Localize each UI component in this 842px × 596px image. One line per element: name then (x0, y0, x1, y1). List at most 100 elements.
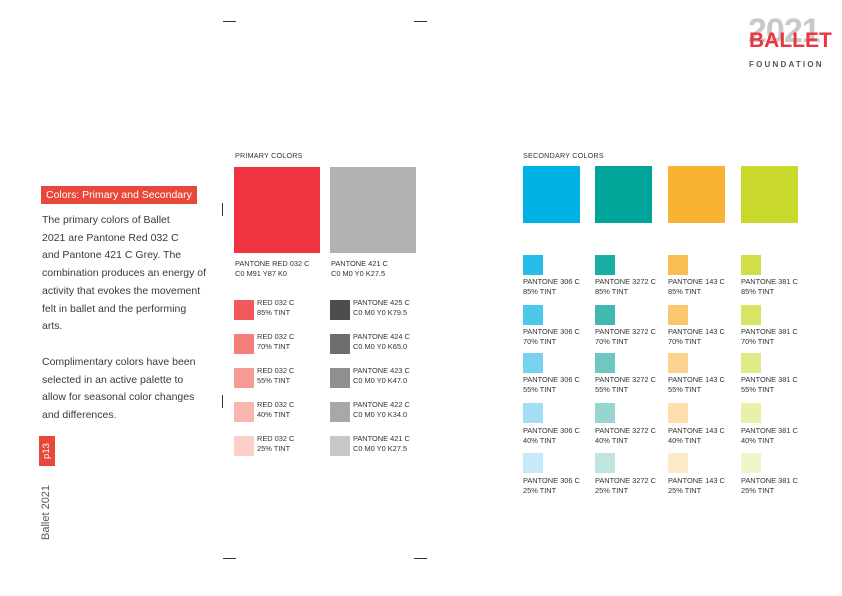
secondary-tint-value: 55% TINT (595, 385, 629, 394)
secondary-tint-name: PANTONE 3272 C (595, 277, 656, 286)
secondary-tint-value: 25% TINT (595, 486, 629, 495)
secondary-tint-label: PANTONE 381 C 40% TINT (741, 426, 798, 446)
secondary-tint-value: 70% TINT (741, 337, 775, 346)
secondary-tint-name: PANTONE 3272 C (595, 375, 656, 384)
tint-name: PANTONE 425 C (353, 298, 410, 307)
secondary-tint-swatch (595, 453, 615, 473)
secondary-tint-swatch (668, 403, 688, 423)
red-tint-swatch (234, 334, 254, 354)
secondary-tint-name: PANTONE 381 C (741, 375, 798, 384)
logo-year: 2021 (748, 12, 821, 50)
tint-label: RED 032 C 40% TINT (257, 400, 294, 420)
secondary-tint-value: 55% TINT (668, 385, 702, 394)
paragraph-line: The primary colors of Ballet (42, 214, 170, 226)
secondary-tint-name: PANTONE 306 C (523, 327, 580, 336)
secondary-tint-value: 55% TINT (741, 385, 775, 394)
secondary-tint-name: PANTONE 143 C (668, 426, 725, 435)
tint-name: PANTONE 421 C (353, 434, 410, 443)
secondary-tint-swatch (523, 305, 543, 325)
secondary-tint-label: PANTONE 306 C 70% TINT (523, 327, 580, 347)
secondary-tint-name: PANTONE 306 C (523, 426, 580, 435)
secondary-tint-label: PANTONE 381 C 70% TINT (741, 327, 798, 347)
secondary-tint-value: 25% TINT (523, 486, 557, 495)
secondary-tint-value: 85% TINT (741, 287, 775, 296)
primary-swatch-spec: C0 M0 Y0 K27.5 (331, 269, 386, 278)
primary-swatch-spec: C0 M91 Y87 K0 (235, 269, 288, 278)
secondary-tint-swatch (595, 403, 615, 423)
secondary-tint-name: PANTONE 3272 C (595, 327, 656, 336)
secondary-tint-value: 40% TINT (595, 436, 629, 445)
secondary-tint-label: PANTONE 381 C 55% TINT (741, 375, 798, 395)
tint-name: RED 032 C (257, 434, 295, 443)
secondary-tint-name: PANTONE 306 C (523, 277, 580, 286)
secondary-tint-swatch (668, 353, 688, 373)
secondary-tint-label: PANTONE 3272 C 85% TINT (595, 277, 656, 297)
secondary-tint-swatch (741, 353, 761, 373)
tint-value: 25% TINT (257, 444, 291, 453)
grey-tint-swatch (330, 368, 350, 388)
secondary-tint-name: PANTONE 306 C (523, 375, 580, 384)
secondary-tint-label: PANTONE 143 C 85% TINT (668, 277, 725, 297)
secondary-tint-name: PANTONE 306 C (523, 476, 580, 485)
tint-name: RED 032 C (257, 366, 295, 375)
section-tag: Colors: Primary and Secondary (41, 186, 197, 204)
tint-label: RED 032 C 85% TINT (257, 298, 294, 318)
primary-swatch-name: PANTONE 421 C (331, 259, 388, 268)
tint-name: PANTONE 422 C (353, 400, 410, 409)
secondary-tint-name: PANTONE 3272 C (595, 426, 656, 435)
secondary-swatch (523, 166, 580, 223)
grey-tint-swatch (330, 334, 350, 354)
tint-name: RED 032 C (257, 298, 295, 307)
secondary-tint-value: 70% TINT (668, 337, 702, 346)
secondary-tint-swatch (668, 255, 688, 275)
tint-label: PANTONE 423 C C0 M0 Y0 K47.0 (353, 366, 410, 386)
tint-value: 55% TINT (257, 376, 291, 385)
paragraph-line: activity that evokes the movement (42, 284, 201, 297)
paragraph-line: Complimentary colors have been (42, 356, 196, 368)
secondary-tint-name: PANTONE 381 C (741, 426, 798, 435)
primary-swatch (234, 167, 320, 253)
secondary-tint-name: PANTONE 3272 C (595, 476, 656, 485)
secondary-tint-name: PANTONE 381 C (741, 476, 798, 485)
red-tint-swatch (234, 300, 254, 320)
secondary-tint-swatch (523, 353, 543, 373)
secondary-tint-label: PANTONE 143 C 55% TINT (668, 375, 725, 395)
paragraph-line: arts. (42, 320, 63, 333)
tint-label: RED 032 C 55% TINT (257, 366, 294, 386)
secondary-tint-label: PANTONE 143 C 70% TINT (668, 327, 725, 347)
secondary-tint-swatch (668, 305, 688, 325)
tint-value: 70% TINT (257, 342, 291, 351)
tint-label: PANTONE 421 C C0 M0 Y0 K27.5 (353, 434, 410, 454)
secondary-tint-swatch (523, 403, 543, 423)
secondary-tint-value: 55% TINT (523, 385, 557, 394)
tint-label: RED 032 C 25% TINT (257, 434, 294, 454)
tint-value: C0 M0 Y0 K27.5 (353, 444, 408, 453)
primary-swatch-label: PANTONE 421 C C0 M0 Y0 K27.5 (331, 259, 388, 279)
tint-value: 85% TINT (257, 308, 291, 317)
paragraph-line: allow for seasonal color changes (42, 391, 195, 404)
secondary-tint-value: 85% TINT (668, 287, 702, 296)
tint-value: C0 M0 Y0 K65.0 (353, 342, 408, 351)
secondary-tint-swatch (741, 305, 761, 325)
tint-name: RED 032 C (257, 332, 295, 341)
tint-name: PANTONE 423 C (353, 366, 410, 375)
secondary-tint-name: PANTONE 143 C (668, 476, 725, 485)
primary-swatch (330, 167, 416, 253)
red-tint-swatch (234, 436, 254, 456)
secondary-tint-swatch (741, 255, 761, 275)
grey-tint-swatch (330, 300, 350, 320)
secondary-swatch (668, 166, 725, 223)
crop-mark-mid-lower (222, 395, 223, 408)
page-number: p13 (41, 443, 52, 459)
paragraph-line: selected in an active palette to (42, 373, 184, 386)
secondary-tint-label: PANTONE 3272 C 25% TINT (595, 476, 656, 496)
secondary-tint-label: PANTONE 306 C 85% TINT (523, 277, 580, 297)
secondary-tint-label: PANTONE 306 C 40% TINT (523, 426, 580, 446)
paragraph-line: and Pantone 421 C Grey. The (42, 249, 182, 262)
tint-label: PANTONE 422 C C0 M0 Y0 K34.0 (353, 400, 410, 420)
tint-value: C0 M0 Y0 K79.5 (353, 308, 408, 317)
secondary-tint-label: PANTONE 3272 C 40% TINT (595, 426, 656, 446)
tint-value: C0 M0 Y0 K34.0 (353, 410, 408, 419)
crop-mark-bottom-right (414, 558, 427, 559)
vertical-brand: Ballet 2021 (40, 484, 52, 540)
